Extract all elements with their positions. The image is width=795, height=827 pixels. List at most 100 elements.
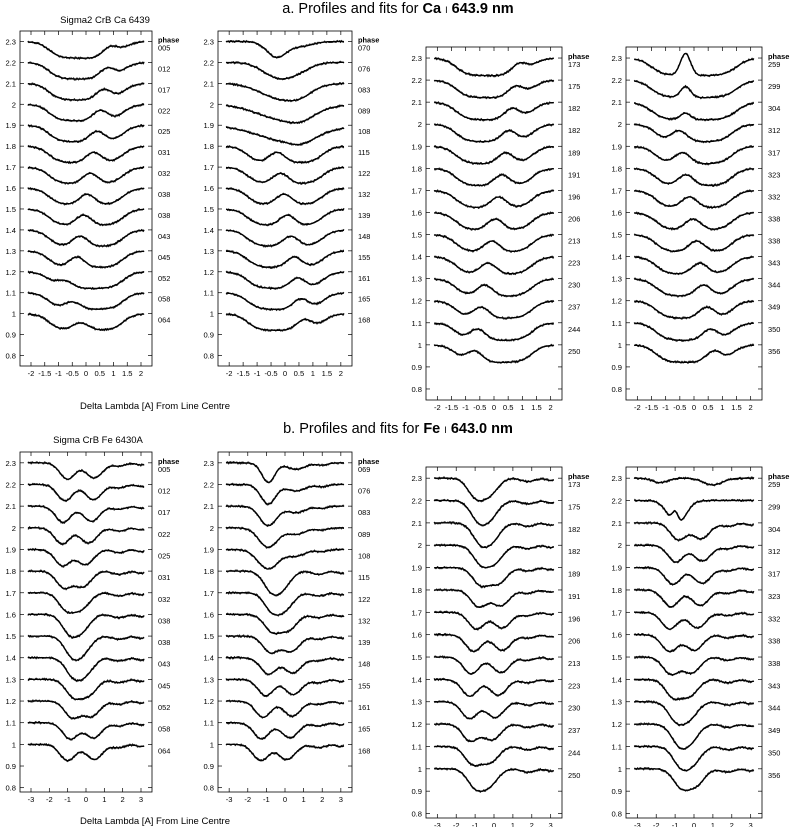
model-fit-line: [434, 522, 554, 549]
observed-profile: [433, 145, 555, 165]
phase-label: 175: [568, 503, 580, 512]
y-tick-label: 1: [210, 310, 214, 319]
model-fit-line: [226, 527, 344, 549]
observed-profile: [433, 521, 555, 549]
phase-label: 213: [568, 659, 580, 668]
model-fit-line: [434, 234, 554, 252]
y-tick-label: 2.2: [411, 497, 422, 506]
y-tick-label: 2.3: [5, 459, 16, 468]
observed-profile: [27, 124, 145, 144]
y-tick-label: 1: [618, 765, 622, 774]
model-fit-line: [27, 187, 145, 205]
model-fit-line: [226, 700, 345, 718]
phase-label: 191: [568, 592, 580, 601]
observed-profile: [633, 343, 755, 364]
model-fit-line: [27, 505, 145, 524]
y-tick-label: 1.6: [203, 610, 214, 619]
phase-label: 332: [768, 614, 780, 623]
y-tick-label: 1.7: [611, 186, 622, 195]
model-fit-line: [634, 278, 754, 297]
phase-label: 230: [568, 704, 580, 713]
model-fit-line: [634, 499, 754, 521]
x-tick-label: 1: [111, 369, 115, 378]
model-fit-line: [27, 700, 145, 720]
phase-label: 076: [358, 486, 370, 495]
y-tick-label: 1.6: [611, 208, 622, 217]
phase-label: 237: [568, 726, 580, 735]
observed-profile: [27, 208, 145, 227]
y-tick-label: 1.5: [5, 205, 16, 214]
y-tick-label: 1.4: [411, 675, 422, 684]
model-fit-line: [27, 166, 145, 184]
x-tick-label: -1.5: [445, 403, 458, 412]
x-tick-label: 1: [720, 403, 724, 412]
phase-label: 182: [568, 547, 580, 556]
y-tick-label: 1.3: [203, 675, 214, 684]
phase-label: 350: [768, 748, 780, 757]
y-tick-label: 2.2: [611, 497, 622, 506]
y-tick-label: 1.7: [411, 608, 422, 617]
y-tick-label: 1.8: [5, 142, 16, 151]
phase-label: 182: [568, 126, 580, 135]
y-tick-label: 1.2: [5, 268, 16, 277]
x-axis-label-b: Delta Lambda [A] From Line Centre: [80, 816, 230, 827]
y-tick-label: 0.9: [611, 363, 622, 372]
model-fit-line: [27, 145, 145, 164]
x-tick-label: -1.5: [237, 369, 250, 378]
y-tick-label: 1.8: [411, 164, 422, 173]
y-tick-label: 1: [12, 740, 16, 749]
model-fit-line: [634, 190, 754, 209]
observed-profile: [634, 498, 755, 521]
model-fit-line: [434, 768, 554, 792]
phase-label: 052: [158, 703, 170, 712]
phase-label: 338: [768, 237, 780, 246]
phase-label: 031: [158, 573, 170, 582]
y-tick-label: 1.8: [203, 142, 214, 151]
phase-label: 043: [158, 660, 170, 669]
y-tick-label: 1.2: [203, 697, 214, 706]
phase-label: 017: [158, 85, 170, 94]
observed-profile: [225, 187, 345, 206]
y-tick-label: 1.9: [411, 564, 422, 573]
x-tick-label: 1.5: [322, 369, 333, 378]
model-fit-line: [225, 104, 345, 124]
phase-label: 312: [768, 547, 780, 556]
model-fit-line: [226, 229, 344, 247]
phase-label: 206: [568, 637, 580, 646]
phase-label: 244: [568, 325, 580, 334]
phase-label: 223: [568, 681, 580, 690]
model-fit-line: [27, 548, 145, 567]
y-tick-label: 0.8: [203, 784, 214, 793]
y-tick-label: 0.9: [203, 762, 214, 771]
x-tick-label: -2: [226, 369, 233, 378]
phase-label: 032: [158, 169, 170, 178]
y-tick-label: 1.1: [611, 319, 622, 328]
phase-label: 012: [158, 64, 170, 73]
observed-profile: [27, 61, 145, 81]
y-tick-label: 1.3: [411, 275, 422, 284]
y-tick-label: 1.8: [611, 586, 622, 595]
y-tick-label: 1.9: [611, 142, 622, 151]
y-tick-label: 2.3: [611, 54, 622, 63]
y-tick-label: 1.1: [5, 289, 16, 298]
y-tick-label: 1: [12, 310, 16, 319]
model-fit-line: [634, 566, 754, 586]
y-tick-label: 1.9: [411, 142, 422, 151]
phase-label: 323: [768, 592, 780, 601]
x-tick-label: 0: [692, 403, 696, 412]
phase-label: 083: [358, 508, 370, 517]
phase-label: 064: [158, 316, 170, 325]
model-fit-line: [225, 313, 345, 331]
phase-column-header: phase: [768, 52, 789, 61]
model-fit-line: [634, 146, 754, 165]
model-fit-line: [225, 61, 344, 80]
model-fit-line: [27, 657, 145, 682]
title-b: b. Profiles and fits for Fe I 643.0 nm: [283, 421, 513, 437]
y-tick-label: 0.8: [611, 810, 622, 819]
y-tick-label: 1.7: [203, 589, 214, 598]
y-tick-label: 1.4: [611, 675, 622, 684]
x-tick-label: -1: [55, 369, 62, 378]
phase-label: 317: [768, 148, 780, 157]
model-fit-line: [634, 701, 754, 726]
phase-label: 045: [158, 681, 170, 690]
